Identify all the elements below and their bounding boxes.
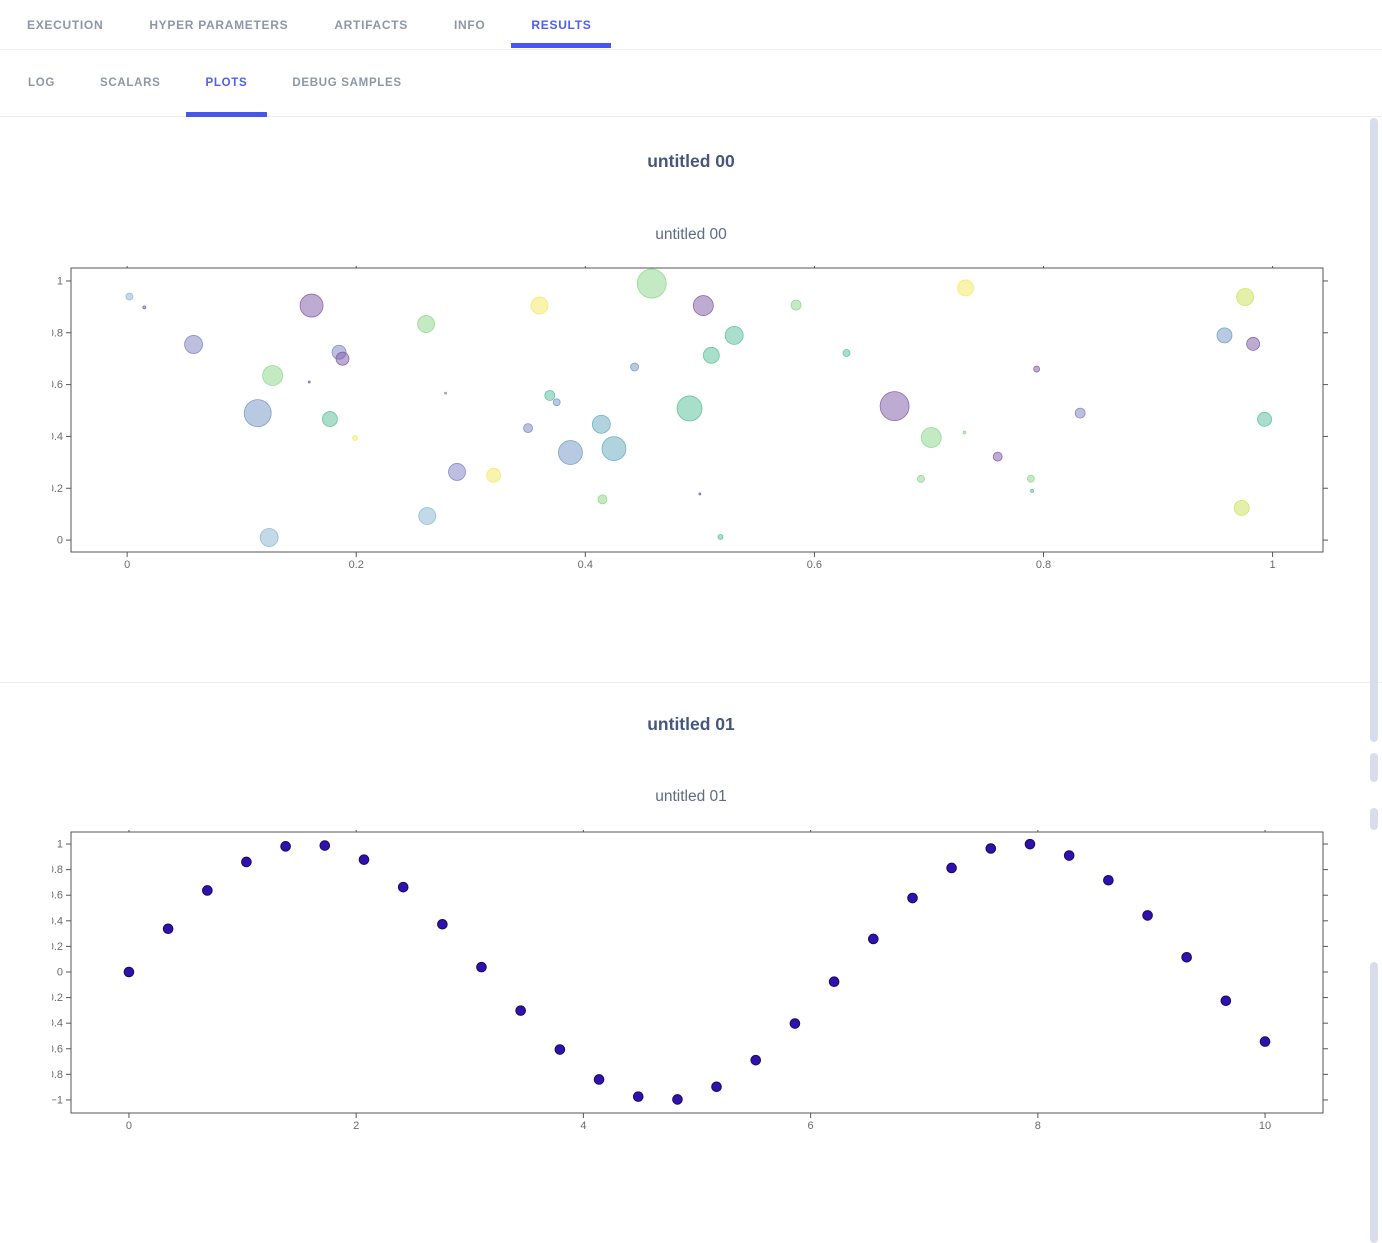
panel-title: untitled 00 xyxy=(647,150,735,171)
svg-text:0.2: 0.2 xyxy=(52,483,63,495)
svg-text:0.4: 0.4 xyxy=(578,559,593,568)
svg-text:−0.8: −0.8 xyxy=(52,1069,63,1081)
chart-title: untitled 01 xyxy=(655,788,727,805)
svg-text:1: 1 xyxy=(57,839,63,851)
svg-text:0: 0 xyxy=(124,559,130,568)
svg-text:2: 2 xyxy=(353,1120,359,1132)
tab-execution[interactable]: EXECUTION xyxy=(27,17,104,32)
svg-text:0.2: 0.2 xyxy=(52,941,63,953)
svg-text:−1: −1 xyxy=(52,1094,63,1106)
svg-text:−0.2: −0.2 xyxy=(52,992,63,1004)
svg-text:0: 0 xyxy=(57,535,63,547)
scrollbar-thumb[interactable] xyxy=(1370,118,1378,742)
svg-text:6: 6 xyxy=(808,1120,814,1132)
svg-text:0.2: 0.2 xyxy=(349,559,364,568)
svg-text:4: 4 xyxy=(580,1120,586,1132)
svg-text:0.6: 0.6 xyxy=(52,890,63,902)
panel-title: untitled 01 xyxy=(647,713,735,734)
subtab-log[interactable]: LOG xyxy=(28,76,56,89)
svg-text:0.8: 0.8 xyxy=(1036,559,1051,568)
tab-info[interactable]: INFO xyxy=(453,17,486,32)
primary-tabbar: EXECUTION HYPER PARAMETERS ARTIFACTS INFO RE… xyxy=(0,0,1382,50)
subtab-plots[interactable]: PLOTS xyxy=(185,50,268,117)
svg-text:−0.4: −0.4 xyxy=(52,1018,63,1030)
tab-hyper-parameters[interactable]: HYPER PARAMETERS xyxy=(149,17,289,32)
svg-text:0.6: 0.6 xyxy=(52,379,63,391)
svg-text:−0.6: −0.6 xyxy=(52,1043,63,1055)
tab-results[interactable]: RESULTS xyxy=(511,0,612,50)
bubble-scatter-chart[interactable]: 0 0.2 0.4 0.6 0.8 1 0 0.2 0.4 0.6 0.8 1 xyxy=(52,266,1332,568)
svg-text:0.8: 0.8 xyxy=(52,864,63,876)
sine-scatter-chart[interactable]: 0 2 4 6 8 10 −1 −0.8 −0.6 −0.4 −0.2 0 0.2 0.4 0.6 0.8 1 xyxy=(52,830,1332,1132)
subtab-debug-samples[interactable]: DEBUG SAMPLES xyxy=(292,76,402,89)
chart-title: untitled 00 xyxy=(655,226,727,243)
svg-text:1: 1 xyxy=(1270,559,1276,568)
scrollbar-thumb[interactable] xyxy=(1370,808,1378,830)
scrollbar-thumb[interactable] xyxy=(1370,962,1378,1243)
tab-artifacts[interactable]: ARTIFACTS xyxy=(334,17,408,32)
svg-text:8: 8 xyxy=(1035,1120,1041,1132)
panel-divider xyxy=(0,682,1382,683)
svg-text:0.6: 0.6 xyxy=(807,559,822,568)
svg-text:0.4: 0.4 xyxy=(52,915,63,927)
svg-text:0: 0 xyxy=(126,1120,132,1132)
svg-text:0.4: 0.4 xyxy=(52,431,63,443)
secondary-tabbar: LOG SCALARS PLOTS DEBUG SAMPLES xyxy=(0,50,1382,117)
svg-text:10: 10 xyxy=(1259,1120,1271,1132)
subtab-scalars[interactable]: SCALARS xyxy=(100,76,161,89)
svg-text:0.8: 0.8 xyxy=(52,327,63,339)
svg-text:0: 0 xyxy=(57,966,63,978)
scrollbar-thumb[interactable] xyxy=(1370,753,1378,782)
svg-text:1: 1 xyxy=(57,275,63,287)
